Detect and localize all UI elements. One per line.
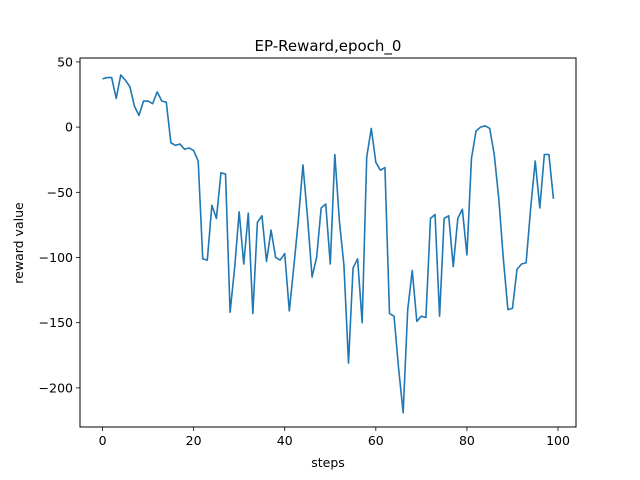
plot-layer [102,74,555,414]
x-tick-label: 100 [546,433,570,448]
x-tick-label: 60 [368,433,384,448]
x-tick-label: 20 [186,433,202,448]
y-axis-label: reward value [11,202,26,284]
y-tick-label: −150 [39,315,73,330]
y-axis-ticks: 50 0 −50 −100 −150 −200 [39,54,80,395]
x-axis-label: steps [311,455,345,470]
y-tick-label: −200 [39,380,73,395]
y-tick-label: −100 [39,250,73,265]
x-tick-label: 40 [277,433,293,448]
chart-title: EP-Reward,epoch_0 [255,37,402,56]
y-tick-label: 0 [65,120,73,135]
plot-frame [79,57,577,428]
y-tick-label: −50 [47,185,73,200]
x-tick-label: 80 [459,433,475,448]
y-tick-label: 50 [57,54,73,69]
x-axis-ticks: 0 20 40 60 80 100 [99,427,570,448]
x-tick-label: 0 [99,433,107,448]
series-line [102,74,555,414]
